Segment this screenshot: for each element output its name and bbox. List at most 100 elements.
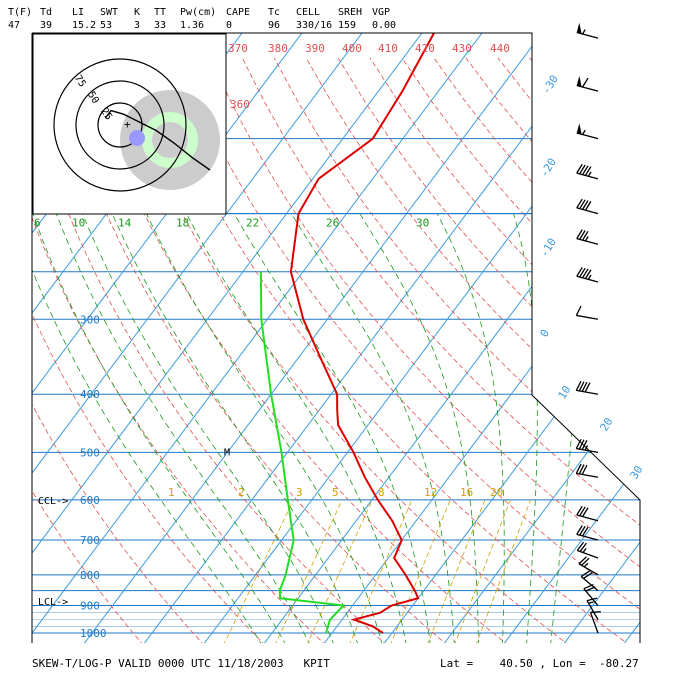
mixing-ratio-label: 8	[378, 486, 385, 499]
freezing-marker: M	[224, 447, 230, 458]
dry-adiabat	[593, 57, 640, 643]
stat-label: LI	[72, 7, 85, 18]
stat-label: VGP	[372, 7, 391, 18]
isotherm-label: -20	[538, 156, 560, 180]
hodograph-trace	[105, 109, 211, 171]
dry-adiabat	[625, 57, 640, 643]
barb-feather	[575, 438, 582, 449]
theta-label: 410	[378, 42, 398, 55]
dry-adiabat	[146, 57, 631, 643]
isotherm-line	[262, 33, 640, 643]
stat-label: SREH	[338, 7, 363, 18]
stat-value: 39	[40, 20, 53, 31]
dry-adiabat	[32, 57, 205, 643]
dry-adiabat	[241, 57, 640, 643]
stat-label: Td	[40, 7, 53, 18]
wind-barb	[575, 305, 599, 320]
isotherm-line	[32, 33, 383, 643]
barb-feather	[576, 541, 585, 551]
hodograph-ring-label: 25	[98, 106, 114, 122]
barb-staff	[576, 84, 599, 92]
hodograph-ring-label: 75	[72, 73, 88, 89]
stat-label: SWT	[100, 7, 119, 18]
hodograph-ring-label: 50	[85, 90, 101, 106]
wind-barb	[576, 123, 599, 140]
wind-barb	[576, 75, 599, 92]
valid-time: SKEW-T/LOG-P VALID 0000 UTC 11/18/2003	[32, 657, 284, 670]
barb-staff	[589, 612, 599, 634]
theta-label: 360	[230, 98, 250, 111]
theta-e-label: 26	[326, 217, 339, 230]
moist-adiabat	[359, 213, 479, 643]
barb-half	[584, 445, 589, 451]
stat-value: 96	[268, 20, 281, 31]
barb-half	[584, 236, 589, 242]
barb-feather	[579, 506, 586, 517]
isotherm-line	[382, 33, 640, 643]
station-id: KPIT	[303, 657, 331, 670]
dry-adiabat	[82, 57, 510, 643]
stat-label: K	[134, 7, 141, 18]
stat-value: 1.36	[180, 20, 205, 31]
moist-adiabat	[146, 213, 383, 643]
wind-barb	[580, 570, 599, 592]
moist-adiabat	[55, 213, 311, 643]
barb-feather	[578, 464, 585, 475]
barb-staff	[576, 31, 599, 39]
barb-flag	[576, 123, 582, 135]
mixing-ratio-label: 20	[490, 486, 503, 499]
barb-feather	[576, 267, 583, 277]
hodograph-ring	[75, 80, 165, 170]
level-marker: CCL->	[38, 496, 68, 507]
pressure-label: 500	[80, 446, 100, 459]
stat-label: CELL	[296, 7, 321, 18]
barb-half	[582, 547, 587, 553]
pressure-label: 800	[80, 569, 100, 582]
barb-feather	[575, 380, 582, 391]
barb-feather	[581, 507, 589, 517]
barb-feather	[576, 163, 583, 174]
barb-feather	[581, 381, 588, 392]
stats-header: T(F) 47 Td 39 LI 15.2 SWT 53 K 3 TT 33 Pw(cm) 1.36 CAP…	[0, 0, 680, 34]
theta-e-label: 10	[72, 217, 85, 230]
dry-adiabat	[305, 57, 640, 643]
dry-adiabat	[32, 57, 327, 643]
mixing-ratio-line	[274, 499, 343, 643]
wind-barb	[589, 611, 601, 634]
barb-feather	[581, 439, 588, 450]
dewpoint-trace	[259, 271, 346, 634]
dry-adiabat	[497, 57, 640, 643]
mixing-ratio-line	[426, 499, 486, 643]
barb-feather	[581, 230, 589, 241]
stat-label: Tc	[268, 7, 281, 18]
theta-label: 400	[342, 42, 362, 55]
dry-adiabat	[32, 57, 266, 643]
mixing-ratio-label: 1	[168, 486, 175, 499]
isotherm-line	[32, 33, 443, 643]
mixing-ratio-label: 2	[238, 486, 245, 499]
mixing-ratio-label: 5	[332, 486, 339, 499]
pressure-label: 1000	[80, 627, 107, 640]
theta-e-label: 6	[34, 217, 41, 230]
lat-label: Lat =	[440, 657, 474, 670]
wind-barb	[583, 583, 599, 606]
lat-value: 40.50	[499, 657, 533, 670]
barb-feather	[579, 164, 586, 175]
moist-adiabat	[550, 213, 581, 643]
wind-barb	[576, 541, 599, 559]
theta-e-label: 14	[118, 217, 132, 230]
barb-half	[583, 562, 589, 568]
wind-barb	[576, 163, 599, 180]
dry-adiabat	[433, 57, 640, 643]
moist-adiabat	[32, 213, 263, 643]
barb-feather	[584, 269, 592, 279]
barb-feather	[584, 201, 592, 211]
barb-feather	[575, 305, 582, 316]
wind-barb	[576, 198, 599, 215]
barb-feather	[585, 586, 596, 592]
barb-feather	[576, 229, 583, 239]
barb-feather	[581, 526, 589, 537]
hodograph-ring	[97, 102, 143, 148]
moist-adiabat	[436, 213, 505, 643]
barb-feather	[590, 611, 601, 613]
